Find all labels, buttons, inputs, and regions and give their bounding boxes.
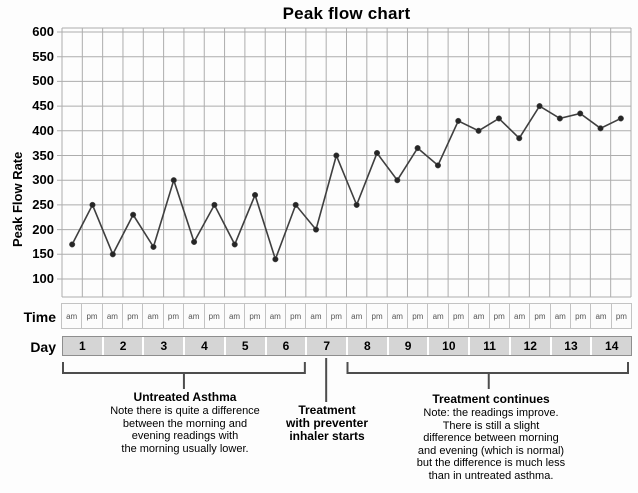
time-cell-pm: pm <box>407 303 429 329</box>
time-cell-am: am <box>142 303 164 329</box>
annotation-title: Treatment continues <box>432 392 550 406</box>
data-point <box>150 243 157 250</box>
chart-title: Peak flow chart <box>282 4 411 23</box>
data-point <box>312 226 320 233</box>
data-point <box>617 115 624 122</box>
data-point <box>272 256 279 263</box>
time-cell-pm: pm <box>284 303 307 329</box>
data-point <box>373 149 381 157</box>
time-cell-am: am <box>549 303 571 329</box>
time-row: am pm am pm am pm am pm am pm am pm am pm am pm am pm am pm… <box>61 303 633 329</box>
time-cell-am: am <box>346 303 368 329</box>
time-cell-pm: pm <box>366 303 388 329</box>
data-point <box>109 251 116 258</box>
time-cell-pm: pm <box>447 303 470 329</box>
data-point <box>536 103 543 110</box>
time-cell-pm: pm <box>325 303 348 329</box>
data-point <box>292 201 299 208</box>
time-cell-pm: pm <box>81 303 103 329</box>
time-cell-pm: pm <box>203 303 225 329</box>
day-cell: 5 <box>225 337 265 355</box>
data-point <box>353 201 360 208</box>
annotation-title: Untreated Asthma <box>133 390 237 404</box>
time-cell-pm: pm <box>244 303 266 329</box>
time-cell-pm: pm <box>122 303 144 329</box>
time-cell-am: am <box>101 303 124 329</box>
day-cell: 8 <box>348 337 387 355</box>
data-point <box>191 238 198 245</box>
y-tick-label: 600 <box>32 24 54 39</box>
day-cell: 12 <box>510 337 550 355</box>
annotation-treatment-continues: Treatment continues Note: the readings i… <box>372 393 610 483</box>
time-cell-am: am <box>183 303 205 329</box>
day-cell: 1 <box>63 337 102 355</box>
y-tick-label: 350 <box>32 147 54 163</box>
time-cell-pm: pm <box>529 303 551 329</box>
data-point <box>556 115 563 122</box>
data-point <box>170 177 177 184</box>
annotation-title: Treatment with preventer inhaler starts <box>285 403 369 443</box>
data-point <box>130 211 137 218</box>
day-cell: 10 <box>429 337 469 355</box>
annotation-untreated-asthma: Untreated Asthma Note there is quite a d… <box>64 391 306 455</box>
data-point <box>394 177 401 184</box>
data-line <box>71 105 622 262</box>
data-point <box>69 241 76 248</box>
time-cell-am: am <box>61 303 83 329</box>
y-tick-label: 150 <box>32 246 54 262</box>
time-cell-pm: pm <box>569 303 592 329</box>
y-tick-label: 200 <box>32 221 54 237</box>
day-cell: 6 <box>266 337 306 355</box>
y-tick-label: 450 <box>32 98 54 114</box>
data-point <box>211 201 218 208</box>
data-point <box>516 135 523 142</box>
day-cell: 14 <box>592 337 632 355</box>
day-cell: 13 <box>551 337 591 355</box>
day-cell: 11 <box>470 337 509 355</box>
time-cell-pm: pm <box>610 303 633 329</box>
day-cell: 4 <box>185 337 224 355</box>
data-point <box>333 152 340 159</box>
data-point <box>434 162 441 169</box>
data-point <box>414 145 421 152</box>
data-point <box>231 241 238 248</box>
day-cell: 2 <box>103 337 143 355</box>
y-tick-label: 100 <box>32 271 54 286</box>
time-cell-am: am <box>468 303 490 329</box>
time-cell-am: am <box>305 303 327 329</box>
day-cell: 3 <box>144 337 184 355</box>
y-tick-label: 250 <box>32 196 54 212</box>
time-cell-am: am <box>590 303 612 329</box>
data-point <box>495 115 502 122</box>
y-tick-label: 500 <box>32 73 54 89</box>
day-row: 1 2 3 4 5 6 7 8 9 10 11 12 13 14 <box>62 336 632 356</box>
annotation-treatment-starts: Treatment with preventer inhaler starts <box>266 404 388 443</box>
time-row-label: Time <box>23 309 56 325</box>
time-cell-am: am <box>264 303 286 329</box>
data-point <box>475 127 482 134</box>
annotation-note: Note: the readings improve. There is sti… <box>416 407 566 482</box>
time-cell-am: am <box>508 303 531 329</box>
y-tick-label: 300 <box>32 172 54 188</box>
time-cell-am: am <box>223 303 246 329</box>
time-cell-am: am <box>427 303 449 329</box>
day-cell: 7 <box>307 337 347 355</box>
data-point <box>89 201 96 208</box>
y-tick-label: 400 <box>32 122 54 138</box>
data-point <box>577 110 584 117</box>
y-tick-label: 550 <box>32 48 54 64</box>
bracket-continues <box>346 362 629 374</box>
annotation-note: Note there is quite a difference between… <box>110 405 260 455</box>
time-cell-pm: pm <box>488 303 510 329</box>
day-cell: 9 <box>388 337 428 355</box>
day-row-label: Day <box>30 339 56 355</box>
data-point <box>252 191 259 199</box>
data-point <box>455 117 462 124</box>
time-cell-am: am <box>386 303 409 329</box>
data-point <box>597 125 604 132</box>
time-cell-pm: pm <box>162 303 185 329</box>
bracket-untreated <box>62 362 306 374</box>
